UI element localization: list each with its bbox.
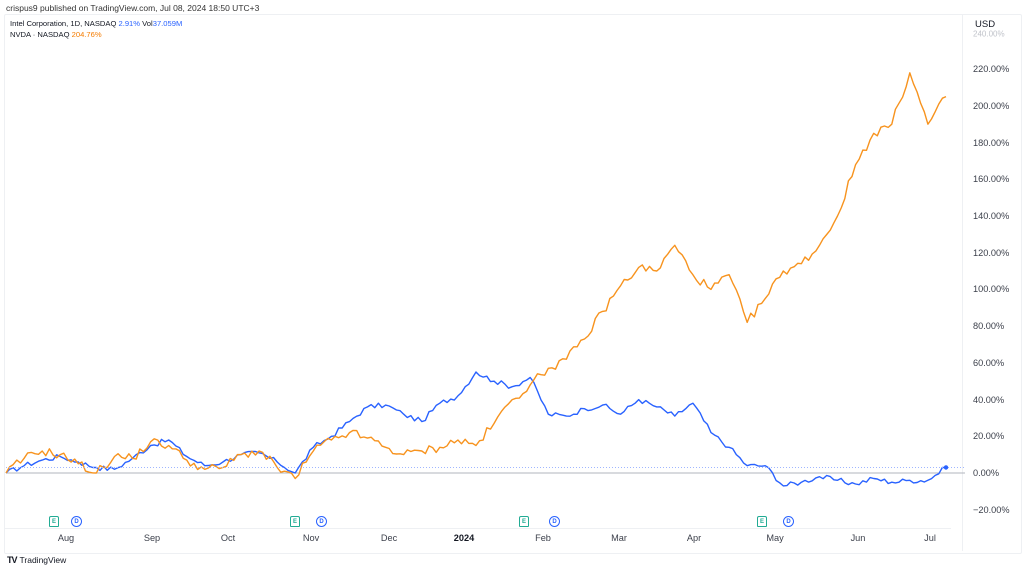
price-axis-label: −20.00% (973, 504, 1010, 515)
time-axis-divider (5, 528, 951, 529)
tradingview-branding[interactable]: TV TradingView (7, 555, 66, 565)
time-axis-label: Oct (220, 533, 236, 543)
intc-line[interactable] (5, 371, 947, 487)
legend: Intel Corporation, 1D, NASDAQ 2.91% Vol3… (10, 18, 182, 40)
time-axis-label: Jul (924, 533, 936, 543)
time-axis-label: Sep (143, 533, 161, 543)
dividend-marker-icon[interactable]: D (783, 516, 794, 527)
price-axis-label: 120.00% (973, 247, 1010, 258)
price-axis-label: 220.00% (973, 64, 1010, 75)
brand-name: TradingView (19, 555, 67, 565)
earnings-marker-icon[interactable]: E (49, 516, 59, 527)
tradingview-logo-icon: TV (7, 555, 17, 565)
price-axis-label: 240.00% (973, 29, 1005, 39)
time-axis-label: 2024 (453, 533, 475, 543)
time-axis-label: Mar (611, 533, 627, 543)
time-axis-label: Jun (850, 533, 866, 543)
publish-info: crispus9 published on TradingView.com, J… (6, 3, 260, 13)
price-axis-label: 20.00% (973, 431, 1005, 442)
nvda-line[interactable] (5, 72, 947, 480)
legend-nvda-change: 204.76% (71, 30, 102, 39)
price-axis-label: 160.00% (973, 174, 1010, 185)
price-axis-label: 60.00% (973, 357, 1005, 368)
legend-nvda-name: NVDA · NASDAQ (10, 30, 70, 39)
legend-vol-label: Vol (142, 19, 153, 28)
price-axis-label: 200.00% (973, 100, 1010, 111)
earnings-marker-icon[interactable]: E (519, 516, 529, 527)
dividend-marker-icon[interactable]: D (549, 516, 560, 527)
dividend-marker-icon[interactable]: D (71, 516, 82, 527)
currency-label[interactable]: USD (975, 19, 996, 30)
time-axis-label: Apr (686, 533, 702, 543)
time-axis-label: Feb (535, 533, 551, 543)
price-axis-label: 0.00% (973, 468, 1000, 478)
earnings-marker-icon[interactable]: E (290, 516, 300, 527)
chart-frame (4, 14, 1022, 554)
earnings-marker-icon[interactable]: E (757, 516, 767, 527)
time-axis-label: Dec (380, 533, 398, 543)
time-axis-label: Nov (302, 533, 320, 543)
legend-intc-name: Intel Corporation, 1D, NASDAQ (10, 19, 117, 28)
dividend-marker-icon[interactable]: D (316, 516, 327, 527)
price-axis-label: 140.00% (973, 210, 1010, 221)
price-axis-label: 40.00% (973, 394, 1005, 405)
price-axis-divider (962, 15, 963, 551)
intc-last-point (943, 465, 949, 470)
price-axis-label: 100.00% (973, 284, 1010, 295)
legend-series-intc[interactable]: Intel Corporation, 1D, NASDAQ 2.91% Vol3… (10, 18, 182, 29)
price-axis-label: 180.00% (973, 137, 1010, 148)
time-axis-label: May (766, 533, 784, 543)
time-axis-label: Aug (57, 533, 75, 543)
legend-series-nvda[interactable]: NVDA · NASDAQ 204.76% (10, 29, 182, 40)
legend-intc-change: 2.91% (118, 19, 141, 28)
legend-vol-value: 37.059M (152, 19, 183, 28)
price-axis-label: 80.00% (973, 321, 1005, 332)
